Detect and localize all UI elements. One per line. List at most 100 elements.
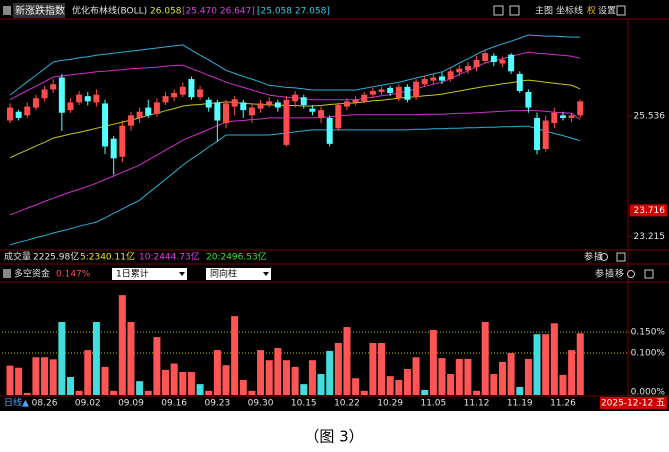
candle-body xyxy=(248,107,255,116)
bar xyxy=(58,322,66,395)
toolbar-button[interactable]: 移 xyxy=(615,268,624,280)
toolbar-button[interactable]: 插 xyxy=(594,251,603,263)
candle-body xyxy=(50,84,57,90)
window-icon[interactable] xyxy=(616,5,626,16)
candle-body xyxy=(58,77,65,113)
bar xyxy=(369,342,377,395)
candle-body xyxy=(119,125,126,157)
bar xyxy=(110,390,118,395)
bar xyxy=(300,384,308,395)
period-label[interactable]: 日线▲ xyxy=(4,397,29,409)
window-icon[interactable] xyxy=(616,252,626,262)
candle-body xyxy=(508,54,515,72)
candle-body xyxy=(93,94,100,103)
bar xyxy=(386,376,394,395)
bar xyxy=(84,350,92,395)
x-tick-label: 11.12 xyxy=(464,399,490,409)
bar xyxy=(455,358,463,395)
bar xyxy=(395,379,403,395)
candle-body xyxy=(283,99,290,145)
dropdown-arrow xyxy=(179,272,185,276)
dropdown[interactable] xyxy=(206,268,271,280)
toolbar-button[interactable]: 主图 xyxy=(535,5,553,17)
candle-body xyxy=(127,115,134,126)
bar xyxy=(222,365,230,395)
candle-body xyxy=(24,106,31,116)
zoom-out-icon[interactable] xyxy=(509,5,520,16)
price-marker-label: 23.716 xyxy=(634,206,666,216)
bar xyxy=(490,374,498,395)
toolbar-button[interactable]: 坐标线 xyxy=(556,5,583,17)
bar xyxy=(282,360,290,395)
favorite-icon[interactable] xyxy=(600,253,608,261)
bar xyxy=(360,390,368,395)
candle-body xyxy=(473,59,480,68)
candle-body xyxy=(136,111,143,118)
candle-body xyxy=(318,110,325,118)
bar xyxy=(550,323,558,395)
bar xyxy=(403,368,411,395)
legend-entry: [25.470 26.647] xyxy=(182,7,255,17)
bar xyxy=(274,348,282,395)
bar xyxy=(213,350,221,395)
bar xyxy=(576,333,584,395)
bar xyxy=(196,384,204,395)
help-icon[interactable] xyxy=(3,6,11,15)
toolbar-button[interactable]: 设置 xyxy=(598,6,616,17)
candle-body xyxy=(240,102,247,111)
dropdown-arrow xyxy=(263,272,269,276)
candle-body xyxy=(525,92,532,108)
candle-body xyxy=(456,68,463,73)
toolbar-button[interactable]: 插 xyxy=(605,268,614,280)
band-line xyxy=(9,109,581,216)
candle-body xyxy=(439,76,445,81)
dropdown[interactable] xyxy=(112,268,187,280)
candle-body xyxy=(343,101,350,107)
toolbar-button[interactable]: 参 xyxy=(595,268,604,280)
x-tick-label: 11.19 xyxy=(507,399,533,409)
bar xyxy=(352,378,360,395)
candle-body xyxy=(76,94,83,103)
bar xyxy=(378,342,386,395)
toolbar-button[interactable]: 权 xyxy=(587,5,596,17)
bar xyxy=(179,371,187,395)
dropdown-label[interactable]: 同向柱 xyxy=(210,268,237,280)
bar xyxy=(533,334,541,395)
favorite-icon[interactable] xyxy=(627,270,635,278)
volume-readout: 成交量 xyxy=(4,251,31,263)
candle-body xyxy=(292,94,299,102)
caption-area xyxy=(0,411,669,452)
bar xyxy=(127,322,135,395)
chart-title: 新涨跌指数 xyxy=(15,4,65,17)
candle-body xyxy=(32,98,39,108)
candle-body xyxy=(7,107,13,121)
candle-body xyxy=(482,53,489,61)
band-line xyxy=(9,125,581,246)
candle-body xyxy=(309,108,316,112)
candle-body xyxy=(197,89,204,98)
dropdown-label[interactable]: 1日累计 xyxy=(116,268,149,280)
candle-body xyxy=(188,79,195,98)
candle-body xyxy=(464,66,471,71)
price-marker-box xyxy=(630,204,667,217)
bar xyxy=(66,376,74,395)
candle-body xyxy=(214,102,221,121)
bar xyxy=(153,337,161,395)
toolbar-button[interactable]: 参 xyxy=(584,251,593,263)
bar xyxy=(568,350,576,395)
bar xyxy=(187,371,195,395)
x-tick-label: 09.23 xyxy=(204,399,230,409)
help-icon[interactable] xyxy=(3,269,11,278)
bar xyxy=(481,322,489,395)
bar xyxy=(75,390,83,395)
x-tick-label: 10.15 xyxy=(291,399,317,409)
candle-body xyxy=(274,102,281,108)
window-icon[interactable] xyxy=(644,269,654,279)
candle-body xyxy=(162,96,169,103)
bar xyxy=(343,327,351,395)
bar xyxy=(32,357,40,395)
x-tick-label: 11.05 xyxy=(420,399,446,409)
y-tick-label: 0.100% xyxy=(631,349,666,359)
candle-body xyxy=(378,89,385,93)
zoom-in-icon[interactable] xyxy=(493,5,504,16)
